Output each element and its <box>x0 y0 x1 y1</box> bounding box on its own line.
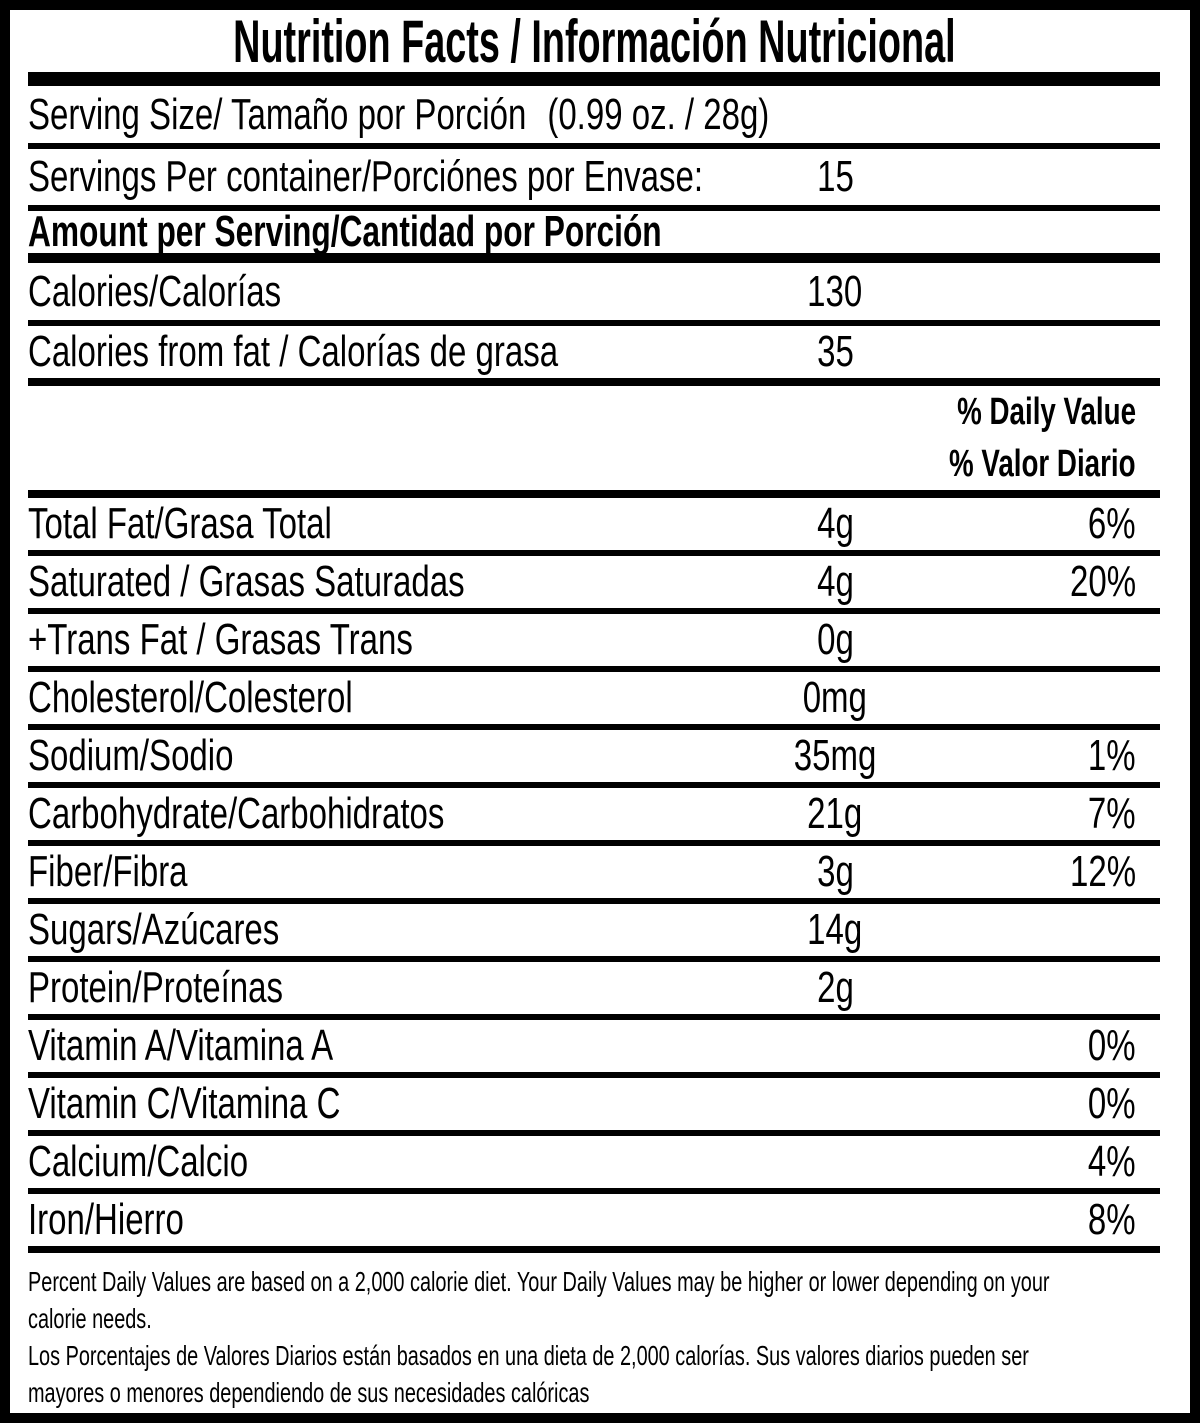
row-sodium: Sodium/Sodio 35mg 1% <box>28 730 1160 782</box>
footnote-es: Los Porcentajes de Valores Diarios están… <box>28 1340 1029 1408</box>
row-vitamin-a: Vitamin A/Vitamina A 0% <box>28 1020 1160 1072</box>
divider <box>28 666 1160 672</box>
nutrient-amount: 0g <box>816 615 854 664</box>
nutrient-daily-value: 7% <box>1088 789 1136 838</box>
row-carbohydrate: Carbohydrate/Carbohidratos 21g 7% <box>28 788 1160 840</box>
divider <box>28 724 1160 730</box>
amount-per-serving-header: Amount per Serving/Cantidad por Porción <box>28 207 1160 256</box>
label-title: Nutrition Facts / Información Nutriciona… <box>232 7 956 75</box>
divider <box>28 840 1160 846</box>
nutrient-label: Vitamin A/Vitamina A <box>28 1021 334 1070</box>
nutrient-daily-value: 0% <box>1088 1079 1136 1128</box>
nutrient-amount: 4g <box>816 557 854 606</box>
row-vitamin-c: Vitamin C/Vitamina C 0% <box>28 1078 1160 1130</box>
nutrient-label: +Trans Fat / Grasas Trans <box>28 615 413 664</box>
serving-size-value: (0.99 oz. / 28g) <box>547 89 770 139</box>
row-trans-fat: +Trans Fat / Grasas Trans 0g <box>28 614 1160 666</box>
footnote: Percent Daily Values are based on a 2,00… <box>28 1253 1160 1411</box>
nutrient-daily-value: 1% <box>1088 731 1136 780</box>
row-fiber: Fiber/Fibra 3g 12% <box>28 846 1160 898</box>
row-calcium: Calcium/Calcio 4% <box>28 1136 1160 1188</box>
nutrient-amount: 3g <box>816 847 854 896</box>
row-saturated-fat: Saturated / Grasas Saturadas 4g 20% <box>28 556 1160 608</box>
nutrient-amount: 2g <box>816 963 854 1012</box>
serving-size-line: Serving Size/ Tamaño por Porción (0.99 oz… <box>28 90 769 140</box>
row-calories-from-fat: Calories from fat / Calorías de grasa 35 <box>28 326 1160 378</box>
divider <box>28 898 1160 904</box>
nutrient-amount: 4g <box>816 499 854 548</box>
divider <box>28 550 1160 556</box>
nutrient-label: Carbohydrate/Carbohidratos <box>28 789 445 838</box>
row-cholesterol: Cholesterol/Colesterol 0mg <box>28 672 1160 724</box>
label-title-row: Nutrition Facts / Información Nutriciona… <box>28 10 1160 75</box>
nutrient-label: Protein/Proteínas <box>28 963 283 1012</box>
divider <box>28 608 1160 614</box>
nutrient-daily-value: 0% <box>1088 1021 1136 1070</box>
nutrient-daily-value: 20% <box>1069 557 1136 606</box>
row-protein: Protein/Proteínas 2g <box>28 962 1160 1014</box>
nutrient-label: Sodium/Sodio <box>28 731 234 780</box>
nutrient-label: Total Fat/Grasa Total <box>28 499 332 548</box>
nutrient-daily-value: 12% <box>1069 847 1136 896</box>
row-total-fat: Total Fat/Grasa Total 4g 6% <box>28 498 1160 550</box>
nutrient-label: Calories/Calorías <box>28 266 282 316</box>
nutrient-daily-value: 6% <box>1088 499 1136 548</box>
divider <box>28 1014 1160 1020</box>
nutrient-amount: 0mg <box>802 673 868 722</box>
servings-per-container-label: Servings Per container/Porciónes por Env… <box>28 152 704 201</box>
divider <box>28 143 1160 149</box>
nutrient-label: Calcium/Calcio <box>28 1137 249 1186</box>
divider <box>28 1072 1160 1078</box>
divider <box>28 320 1160 326</box>
nutrient-amount: 14g <box>807 905 863 954</box>
divider <box>28 956 1160 962</box>
servings-per-container-row: Servings Per container/Porciónes por Env… <box>28 149 1160 205</box>
serving-size-label: Serving Size/ Tamaño por Porción <box>28 89 527 139</box>
divider <box>28 1188 1160 1194</box>
daily-value-header-en: % Daily Value <box>957 390 1136 433</box>
nutrient-label: Calories from fat / Calorías de grasa <box>28 327 559 376</box>
row-sugars: Sugars/Azúcares 14g <box>28 904 1160 956</box>
nutrient-daily-value: 4% <box>1088 1137 1136 1186</box>
nutrient-amount: 35mg <box>793 731 877 780</box>
nutrient-daily-value: 8% <box>1088 1195 1136 1244</box>
nutrient-label: Cholesterol/Colesterol <box>28 673 353 722</box>
servings-per-container-value: 15 <box>816 152 854 201</box>
nutrient-label: Fiber/Fibra <box>28 847 188 896</box>
nutrient-label: Sugars/Azúcares <box>28 905 280 954</box>
nutrient-label: Saturated / Grasas Saturadas <box>28 557 465 606</box>
nutrient-amount: 21g <box>807 789 863 838</box>
nutrient-amount: 130 <box>807 266 863 316</box>
footnote-en: Percent Daily Values are based on a 2,00… <box>28 1266 1050 1334</box>
row-iron: Iron/Hierro 8% <box>28 1194 1160 1246</box>
amount-per-serving-label: Amount per Serving/Cantidad por Porción <box>28 207 662 256</box>
divider <box>28 1130 1160 1136</box>
nutrient-amount: 35 <box>816 327 854 376</box>
divider <box>28 205 1160 211</box>
nutrient-label: Vitamin C/Vitamina C <box>28 1079 341 1128</box>
divider <box>28 782 1160 788</box>
thick-divider <box>28 253 1160 263</box>
thick-divider <box>28 1246 1160 1253</box>
daily-value-header: % Daily Value % Valor Diario <box>28 386 1160 490</box>
serving-size-row: Serving Size/ Tamaño por Porción (0.99 oz… <box>28 86 1160 143</box>
divider <box>28 378 1160 386</box>
daily-value-header-es: % Valor Diario <box>949 442 1136 485</box>
thick-divider <box>28 72 1160 86</box>
nutrient-label: Iron/Hierro <box>28 1195 184 1244</box>
divider <box>28 490 1160 498</box>
row-calories: Calories/Calorías 130 <box>28 263 1160 320</box>
